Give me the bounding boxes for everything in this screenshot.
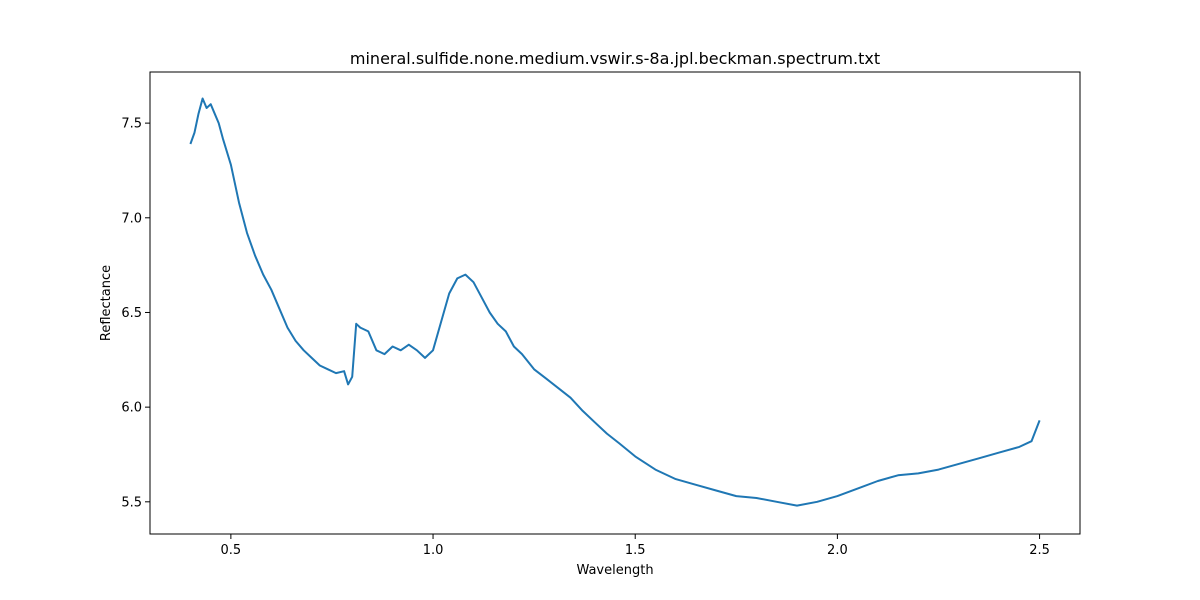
series-layer <box>189 97 1041 507</box>
y-axis: 5.5 6.0 6.5 7.0 7.5 <box>121 117 150 510</box>
y-axis-label: Reflectance <box>99 265 114 341</box>
x-axis: 0.5 1.0 1.5 2.0 2.5 <box>221 534 1050 558</box>
y-tick-label: 6.0 <box>121 401 142 416</box>
x-tick-label: 2.5 <box>1029 543 1050 558</box>
y-tick-label: 7.0 <box>121 211 142 226</box>
x-tick-label: 1.5 <box>625 543 646 558</box>
x-tick-label: 2.0 <box>827 543 848 558</box>
y-tick-label: 7.5 <box>121 117 142 132</box>
x-tick-label: 0.5 <box>221 543 242 558</box>
plot-frame <box>149 71 1081 535</box>
chart-title: mineral.sulfide.none.medium.vswir.s-8a.j… <box>350 49 880 68</box>
y-tick-label: 5.5 <box>121 495 142 510</box>
x-axis-label: Wavelength <box>576 563 653 578</box>
series-line <box>189 97 1041 507</box>
x-tick-label: 1.0 <box>423 543 444 558</box>
y-tick-label: 6.5 <box>121 306 142 321</box>
